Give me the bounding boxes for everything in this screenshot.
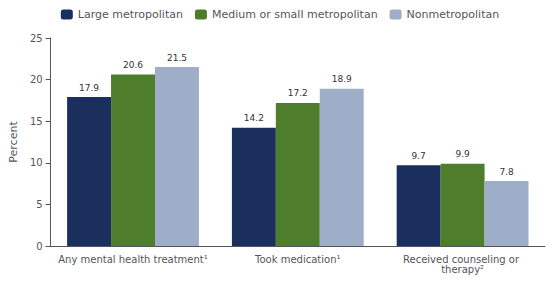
svg-text:9.7: 9.7 (411, 151, 425, 161)
svg-text:Large metropolitan: Large metropolitan (78, 8, 183, 21)
svg-text:25: 25 (30, 33, 43, 44)
svg-text:15: 15 (30, 116, 43, 127)
svg-text:7.8: 7.8 (499, 167, 514, 177)
svg-text:10: 10 (30, 157, 43, 168)
svg-text:17.9: 17.9 (79, 83, 99, 93)
svg-text:Received counseling or: Received counseling or (403, 253, 523, 265)
svg-text:14.2: 14.2 (244, 113, 264, 123)
svg-text:Nonmetropolitan: Nonmetropolitan (407, 8, 500, 21)
svg-text:5: 5 (36, 199, 42, 210)
svg-text:18.9: 18.9 (332, 74, 352, 84)
svg-text:9.9: 9.9 (455, 149, 470, 159)
svg-text:Any mental health treatment¹: Any mental health treatment¹ (58, 254, 208, 265)
svg-text:20.6: 20.6 (123, 60, 143, 70)
svg-text:Medium or small metropolitan: Medium or small metropolitan (212, 8, 378, 21)
svg-text:21.5: 21.5 (167, 53, 187, 63)
svg-text:17.2: 17.2 (288, 88, 308, 98)
svg-text:20: 20 (30, 74, 43, 85)
svg-text:Took medication¹: Took medication¹ (254, 254, 340, 265)
svg-text:therapy²: therapy² (441, 264, 484, 275)
svg-text:0: 0 (36, 241, 42, 252)
svg-text:Percent: Percent (7, 121, 20, 163)
